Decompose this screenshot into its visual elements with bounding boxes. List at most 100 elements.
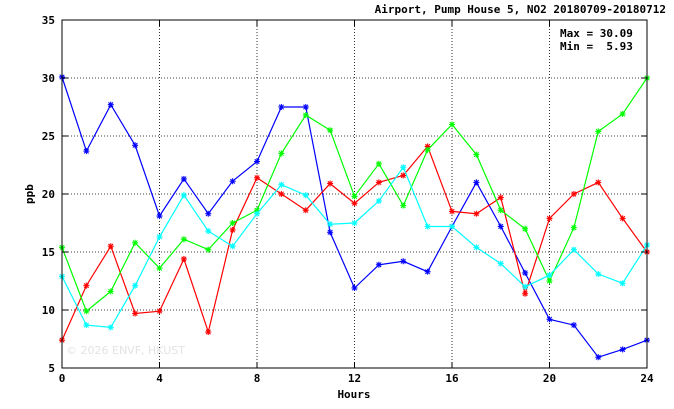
y-tick-label: 15 bbox=[42, 246, 55, 259]
chart-title: Airport, Pump House 5, NO2 20180709-2018… bbox=[375, 3, 666, 16]
series-layer bbox=[59, 73, 650, 361]
data-point-series-2 bbox=[254, 174, 260, 181]
data-point-series-1 bbox=[424, 268, 431, 275]
data-point-series-4 bbox=[205, 228, 212, 235]
data-point-series-4 bbox=[473, 244, 480, 251]
data-point-series-2 bbox=[400, 172, 407, 179]
data-point-series-4 bbox=[180, 192, 187, 199]
data-point-series-1 bbox=[205, 210, 212, 217]
data-point-series-3 bbox=[619, 110, 626, 117]
data-point-series-1 bbox=[278, 104, 285, 110]
data-point-series-1 bbox=[375, 261, 382, 268]
data-point-series-1 bbox=[83, 148, 90, 155]
data-point-series-1 bbox=[546, 316, 553, 323]
data-point-series-1 bbox=[351, 284, 358, 291]
data-point-series-3 bbox=[302, 112, 309, 119]
axis-ticks: 0 4 8 12 16 20 24 5 10 15 20 25 30 35 bbox=[42, 14, 654, 385]
data-point-series-3 bbox=[327, 127, 334, 134]
data-point-series-4 bbox=[375, 197, 382, 204]
data-point-series-2 bbox=[107, 243, 114, 250]
y-tick-label: 5 bbox=[48, 362, 55, 375]
data-point-series-1 bbox=[107, 101, 114, 108]
data-point-series-3 bbox=[132, 239, 139, 246]
data-point-series-4 bbox=[254, 210, 260, 217]
data-point-series-2 bbox=[595, 179, 602, 186]
data-point-series-4 bbox=[570, 246, 577, 253]
data-point-series-1 bbox=[327, 229, 334, 236]
data-point-series-2 bbox=[229, 226, 236, 233]
data-point-series-4 bbox=[278, 181, 285, 188]
data-point-series-1 bbox=[570, 322, 577, 329]
data-point-series-3 bbox=[83, 308, 90, 315]
data-point-series-3 bbox=[375, 160, 382, 167]
data-point-series-1 bbox=[156, 213, 163, 220]
data-point-series-2 bbox=[205, 329, 212, 336]
data-point-series-2 bbox=[278, 191, 285, 197]
data-point-series-3 bbox=[156, 265, 163, 272]
data-point-series-1 bbox=[180, 175, 187, 182]
data-point-series-2 bbox=[132, 310, 139, 317]
data-point-series-3 bbox=[180, 236, 187, 243]
data-point-series-1 bbox=[229, 178, 236, 185]
x-tick-label: 12 bbox=[348, 372, 361, 385]
data-point-series-3 bbox=[205, 246, 212, 253]
data-point-series-3 bbox=[570, 224, 577, 231]
data-point-series-4 bbox=[497, 260, 504, 267]
data-point-series-3 bbox=[595, 128, 602, 135]
x-tick-label: 8 bbox=[254, 372, 261, 385]
data-point-series-1 bbox=[473, 179, 480, 186]
data-point-series-1 bbox=[302, 104, 309, 110]
data-point-series-3 bbox=[473, 151, 480, 158]
data-point-series-2 bbox=[83, 282, 90, 289]
data-point-series-4 bbox=[449, 223, 455, 230]
data-point-series-2 bbox=[497, 194, 504, 201]
data-point-series-3 bbox=[522, 225, 529, 232]
data-point-series-3 bbox=[107, 288, 114, 295]
x-tick-label: 24 bbox=[640, 372, 654, 385]
y-tick-label: 35 bbox=[42, 14, 55, 27]
data-point-series-4 bbox=[619, 280, 626, 287]
data-point-series-4 bbox=[546, 272, 553, 279]
data-point-series-2 bbox=[156, 308, 163, 315]
data-point-series-3 bbox=[229, 220, 236, 226]
data-point-series-2 bbox=[546, 215, 553, 222]
data-point-series-1 bbox=[132, 142, 139, 149]
data-point-series-2 bbox=[619, 215, 626, 222]
data-point-series-2 bbox=[327, 180, 334, 187]
data-point-series-2 bbox=[375, 179, 382, 186]
data-point-series-2 bbox=[522, 290, 529, 297]
watermark: © 2026 ENVF, HKUST bbox=[66, 344, 185, 357]
data-point-series-2 bbox=[302, 207, 309, 214]
data-point-series-1 bbox=[522, 269, 529, 276]
data-point-series-4 bbox=[327, 221, 334, 228]
x-tick-label: 4 bbox=[156, 372, 163, 385]
x-tick-label: 0 bbox=[59, 372, 66, 385]
max-label: Max = 30.09 bbox=[560, 27, 633, 40]
data-point-series-4 bbox=[351, 220, 358, 226]
data-point-series-2 bbox=[473, 210, 480, 217]
data-point-series-4 bbox=[595, 271, 602, 278]
data-point-series-3 bbox=[400, 202, 407, 209]
data-point-series-4 bbox=[522, 283, 529, 290]
data-point-series-4 bbox=[156, 233, 163, 240]
x-tick-label: 20 bbox=[543, 372, 556, 385]
data-point-series-4 bbox=[107, 324, 114, 331]
data-point-series-3 bbox=[497, 207, 504, 214]
x-axis-label: Hours bbox=[337, 388, 370, 401]
data-point-series-4 bbox=[302, 192, 309, 199]
data-point-series-1 bbox=[497, 223, 504, 230]
data-point-series-1 bbox=[400, 258, 407, 265]
data-point-series-2 bbox=[180, 255, 187, 262]
min-label: Min = 5.93 bbox=[560, 40, 633, 53]
y-tick-label: 10 bbox=[42, 304, 55, 317]
data-point-series-4 bbox=[229, 243, 236, 250]
y-tick-label: 30 bbox=[42, 72, 55, 85]
data-point-series-3 bbox=[546, 278, 553, 284]
data-point-series-1 bbox=[254, 158, 260, 165]
data-point-series-2 bbox=[449, 208, 455, 215]
data-point-series-4 bbox=[83, 322, 90, 329]
y-axis-label: ppb bbox=[23, 184, 36, 204]
data-point-series-3 bbox=[278, 150, 285, 157]
data-point-series-2 bbox=[351, 200, 358, 207]
